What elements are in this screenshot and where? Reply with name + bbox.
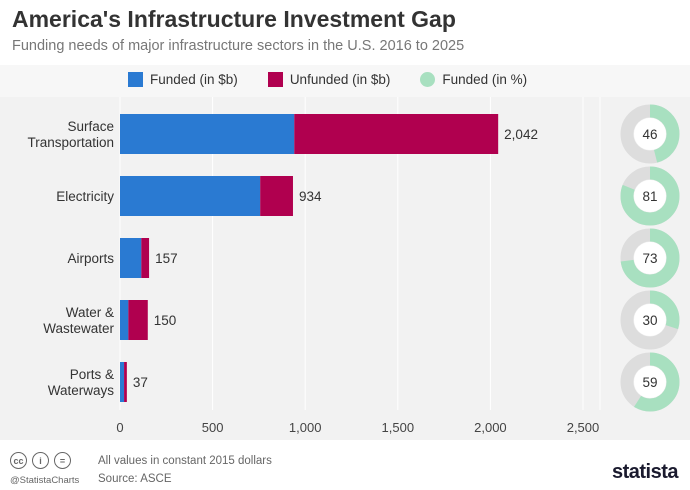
bar-unfunded-2 bbox=[141, 238, 150, 278]
license-icons: cc i = bbox=[10, 452, 76, 469]
attribution-icon: i bbox=[32, 452, 49, 469]
legend-swatch-funded bbox=[128, 72, 143, 87]
donut-label-0: 46 bbox=[642, 127, 657, 142]
legend-label-funded-percent: Funded (in %) bbox=[442, 72, 528, 87]
bar-funded-4 bbox=[120, 362, 125, 402]
data-label-3: 150 bbox=[154, 313, 177, 328]
donut-center-0 bbox=[634, 118, 666, 150]
bar-funded-1 bbox=[120, 176, 261, 216]
legend-item-funded-percent: Funded (in %) bbox=[420, 72, 527, 87]
x-tick-label-1: 500 bbox=[202, 420, 224, 435]
donut-fill-0 bbox=[620, 104, 680, 164]
bar-unfunded-3 bbox=[128, 300, 148, 340]
donut-label-4: 59 bbox=[642, 375, 657, 390]
x-tick-label-3: 1,500 bbox=[382, 420, 415, 435]
legend-swatch-funded-percent bbox=[420, 72, 436, 87]
donut-label-1: 81 bbox=[642, 189, 657, 204]
bar-unfunded-0 bbox=[294, 114, 499, 154]
donut-fill-1 bbox=[620, 166, 680, 226]
category-label-0: Surface Transportation bbox=[27, 119, 114, 150]
chart-title: America's Infrastructure Investment Gap bbox=[12, 6, 456, 32]
donut-fill-4 bbox=[620, 352, 680, 412]
legend-item-unfunded: Unfunded (in $b) bbox=[267, 72, 391, 87]
legend-label-funded: Funded (in $b) bbox=[150, 72, 238, 87]
no-derivatives-icon: = bbox=[54, 452, 71, 469]
legend-label-unfunded: Unfunded (in $b) bbox=[289, 72, 391, 87]
x-tick-label-5: 2,500 bbox=[567, 420, 600, 435]
legend-band bbox=[0, 65, 690, 97]
bar-chart: 0 500 1,000 1,500 2,000 2,500 2,042 Surface Tran… bbox=[27, 97, 680, 435]
chart-subtitle: Funding needs of major infrastructure se… bbox=[12, 38, 465, 54]
donut-center-4 bbox=[634, 366, 666, 398]
bar-funded-3 bbox=[120, 300, 129, 340]
legend: Funded (in $b) Unfunded (in $b) Funded (… bbox=[128, 72, 557, 87]
twitter-handle: @StatistaCharts bbox=[10, 475, 80, 486]
bar-funded-2 bbox=[120, 238, 142, 278]
donut-label-2: 73 bbox=[642, 251, 657, 266]
donut-fill-3 bbox=[620, 290, 680, 350]
donut-center-1 bbox=[634, 180, 666, 212]
donut-center-3 bbox=[634, 304, 666, 336]
data-label-0: 2,042 bbox=[504, 127, 538, 142]
x-tick-label-2: 1,000 bbox=[289, 420, 322, 435]
donut-fill-2 bbox=[620, 228, 680, 288]
donut-center-2 bbox=[634, 242, 666, 274]
legend-swatch-unfunded bbox=[267, 72, 283, 87]
x-tick-label-4: 2,000 bbox=[474, 420, 507, 435]
footnote: All values in constant 2015 dollars bbox=[98, 455, 272, 467]
data-label-2: 157 bbox=[155, 251, 178, 266]
x-tick-label-0: 0 bbox=[116, 420, 123, 435]
category-label-2: Airports bbox=[67, 251, 114, 266]
legend-item-funded: Funded (in $b) bbox=[128, 72, 238, 87]
bar-funded-0 bbox=[120, 114, 295, 154]
bar-unfunded-1 bbox=[260, 176, 293, 216]
category-label-1: Electricity bbox=[56, 189, 114, 204]
data-label-4: 37 bbox=[133, 375, 148, 390]
source-note: Source: ASCE bbox=[98, 473, 172, 485]
category-label-3: Water & Wastewater bbox=[43, 305, 114, 336]
statista-logo: statista bbox=[611, 461, 679, 483]
data-label-1: 934 bbox=[299, 189, 322, 204]
category-label-4: Ports & Waterways bbox=[48, 367, 115, 398]
donut-label-3: 30 bbox=[642, 313, 657, 328]
cc-icon: cc bbox=[10, 452, 27, 469]
plot-background bbox=[0, 97, 690, 440]
bar-unfunded-4 bbox=[124, 362, 127, 402]
